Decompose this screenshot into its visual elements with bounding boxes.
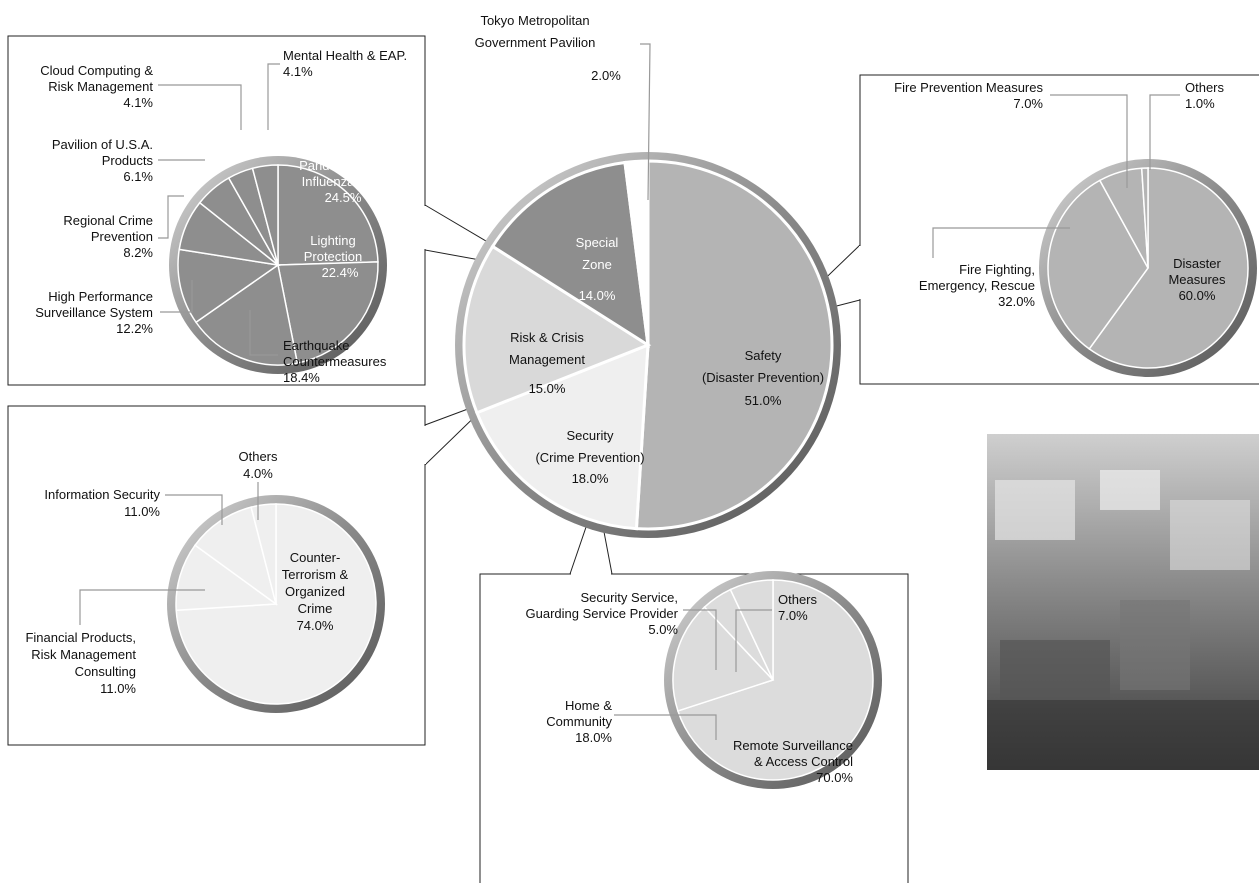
slice-label: Mental Health & EAP. <box>283 48 407 63</box>
slice-label: Others <box>778 592 818 607</box>
slice-label: Pandemic Influenza <box>299 158 357 189</box>
slice-label: Information Security <box>44 487 160 502</box>
slice-label: Pavilion of U.S.A. Products <box>52 137 154 168</box>
value-label: 4.1% <box>123 95 153 110</box>
value-label: 6.1% <box>123 169 153 184</box>
pie-slice <box>277 261 379 364</box>
slice-label: Home & Community <box>546 698 612 729</box>
slice-label: Others <box>238 449 278 464</box>
slice-label: Cloud Computing & Risk Management <box>40 63 153 94</box>
slice-label: Others <box>1185 80 1225 95</box>
pie-slice <box>194 263 299 366</box>
leader-line <box>160 280 193 313</box>
leader-line <box>683 609 717 670</box>
leader-line <box>165 494 223 525</box>
pie-slice <box>251 164 279 266</box>
pie-slice <box>672 606 775 712</box>
slice-label: Remote Surveillance & Access Control <box>733 738 853 769</box>
pie-slice <box>250 503 277 605</box>
pie-slice <box>277 164 379 266</box>
pie-slice <box>194 506 278 606</box>
value-label: 7.0% <box>778 608 808 623</box>
leader-line <box>267 63 280 130</box>
value-label: 18.0% <box>572 471 609 486</box>
value-label: 18.4% <box>283 370 320 385</box>
value-label: 14.0% <box>579 288 616 303</box>
pie-slice <box>676 579 874 781</box>
value-label: 51.0% <box>745 393 782 408</box>
pie-slice <box>474 342 650 531</box>
slice-label: Disaster Measures <box>1168 256 1226 287</box>
slice-label: Financial Products, Risk Management Consul… <box>25 630 136 679</box>
leader-line <box>735 609 772 672</box>
pie-slice <box>1088 167 1249 369</box>
slice-label: Security (Crime Prevention) <box>535 428 644 465</box>
leader-line <box>932 227 1070 258</box>
slice-label: Earthquake Countermeasures <box>283 338 387 369</box>
leader-line <box>1149 94 1180 170</box>
pie-slice <box>1047 179 1149 350</box>
value-label: 11.0% <box>100 681 136 696</box>
value-label: 74.0% <box>297 618 334 633</box>
value-label: 15.0% <box>529 381 566 396</box>
leader-line <box>614 714 717 740</box>
slice-label: Tokyo Metropolitan Government Pavilion <box>475 13 596 50</box>
pie-slice <box>1140 167 1149 269</box>
leader-line <box>158 84 242 130</box>
value-label: 12.2% <box>116 321 153 336</box>
value-label: 11.0% <box>124 504 160 519</box>
leader-line <box>640 43 651 201</box>
slice-label: Regional Crime Prevention <box>63 213 153 244</box>
value-label: 7.0% <box>1013 96 1043 111</box>
pie-slice <box>175 544 279 612</box>
leader-line <box>79 589 205 625</box>
value-label: 32.0% <box>998 294 1035 309</box>
leader-line <box>158 195 184 239</box>
value-label: 1.0% <box>1185 96 1215 111</box>
value-label: 5.0% <box>648 622 678 637</box>
pie-slice <box>634 159 834 531</box>
slice-label: Fire Prevention Measures <box>894 80 1043 95</box>
pie-slice <box>490 160 650 348</box>
leader-line <box>1050 94 1128 188</box>
value-label: 70.0% <box>816 770 853 785</box>
slice-label: Fire Fighting, Emergency, Rescue <box>919 262 1035 293</box>
value-label: 24.5% <box>325 190 362 205</box>
value-label: 60.0% <box>1179 288 1216 303</box>
photo <box>987 434 1259 770</box>
slice-label: Lighting Protection <box>304 233 363 264</box>
value-label: 4.0% <box>243 466 273 481</box>
slice-label: Security Service, Guarding Service Provid… <box>526 590 679 621</box>
value-label: 4.1% <box>283 64 313 79</box>
value-label: 2.0% <box>591 68 621 83</box>
pie-slice <box>462 244 652 415</box>
value-label: 8.2% <box>123 245 153 260</box>
slice-label: Special Zone <box>576 235 619 272</box>
leader-line <box>249 310 278 356</box>
slice-label: High Performance Surveillance System <box>35 289 153 320</box>
slice-label: Risk & Crisis Management <box>509 330 585 367</box>
value-label: 18.0% <box>575 730 612 745</box>
slice-label: Counter-Terrorism & Organized Crime <box>282 550 349 616</box>
slice-label: Safety (Disaster Prevention) <box>702 348 824 385</box>
pie-slice <box>729 579 774 681</box>
pie-slice <box>177 248 280 324</box>
value-label: 22.4% <box>322 265 359 280</box>
